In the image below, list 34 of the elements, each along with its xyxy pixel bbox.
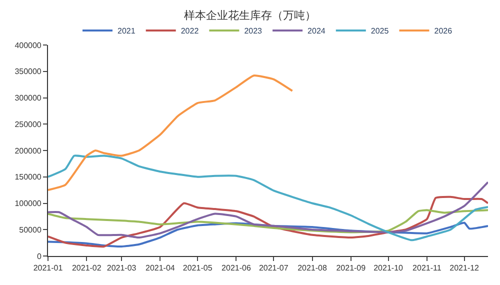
legend-label: 2021 xyxy=(118,26,136,36)
y-tick-label: 250000 xyxy=(14,120,42,129)
legend-label: 2026 xyxy=(434,26,453,36)
line-series xyxy=(48,74,294,192)
y-tick-label: 350000 xyxy=(14,67,42,76)
legend-label: 2022 xyxy=(180,26,200,36)
x-tick-label: 2021-03 xyxy=(106,264,137,273)
x-tick-label: 2021-12 xyxy=(450,264,480,273)
line-series xyxy=(48,222,488,248)
y-tick-label: 50000 xyxy=(19,225,42,234)
x-tick-label: 2021-05 xyxy=(182,264,213,273)
y-tick-label: 100000 xyxy=(14,199,42,208)
line-series xyxy=(48,154,488,242)
y-tick-label: 400000 xyxy=(14,40,42,50)
line-series xyxy=(48,196,488,248)
y-tick-label: 200000 xyxy=(14,146,42,156)
x-tick-label: 2021-09 xyxy=(336,264,366,273)
x-tick-label: 2021-11 xyxy=(412,264,442,273)
x-tick-label: 2021-06 xyxy=(222,264,252,273)
line-series xyxy=(48,181,488,239)
x-tick-label: 2021-07 xyxy=(258,264,289,273)
chart-title: 样本企业花生库存（万吨） xyxy=(184,9,316,22)
y-tick-label: 150000 xyxy=(14,172,42,182)
legend-label: 2023 xyxy=(244,26,263,36)
legend-label: 2024 xyxy=(308,26,326,36)
y-tick-label: 300000 xyxy=(14,94,42,103)
y-tick-label: 0 xyxy=(36,252,42,261)
x-tick-label: 2021-10 xyxy=(374,264,404,273)
x-tick-label: 2021-02 xyxy=(72,264,102,273)
line-series xyxy=(48,209,488,234)
legend-label: 2025 xyxy=(370,26,390,36)
x-tick-label: 2021-04 xyxy=(146,264,176,273)
x-tick-label: 2021-01 xyxy=(33,264,64,273)
x-tick-label: 2021-08 xyxy=(298,264,328,273)
